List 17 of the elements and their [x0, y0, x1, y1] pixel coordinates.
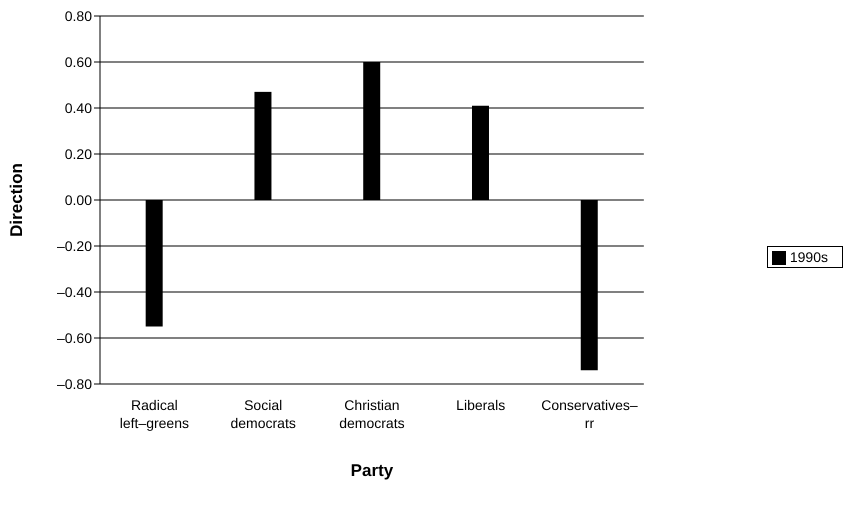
y-tick-label: –0.60	[56, 330, 92, 346]
y-tick-label: –0.20	[56, 238, 92, 254]
y-tick-label: 0.80	[64, 8, 92, 24]
y-tick-label: 0.20	[64, 146, 92, 162]
x-tick-label: Christian democrats	[339, 397, 405, 431]
y-tick-label: 0.00	[64, 192, 92, 208]
x-axis-title: Party	[350, 461, 394, 480]
legend-label: 1990s	[790, 248, 828, 265]
x-tick-label: Liberals	[456, 397, 506, 413]
y-axis-title: Direction	[7, 163, 26, 237]
x-tick-label: Radical left–greens	[120, 397, 190, 431]
y-tick-label: –0.40	[56, 284, 92, 300]
x-tick-label: Conservatives–rr	[541, 397, 638, 431]
y-tick-label: 0.40	[64, 100, 92, 116]
y-tick-label: 0.60	[64, 54, 92, 70]
x-tick-label: Social democrats	[230, 397, 296, 431]
y-tick-label: –0.80	[56, 376, 92, 392]
